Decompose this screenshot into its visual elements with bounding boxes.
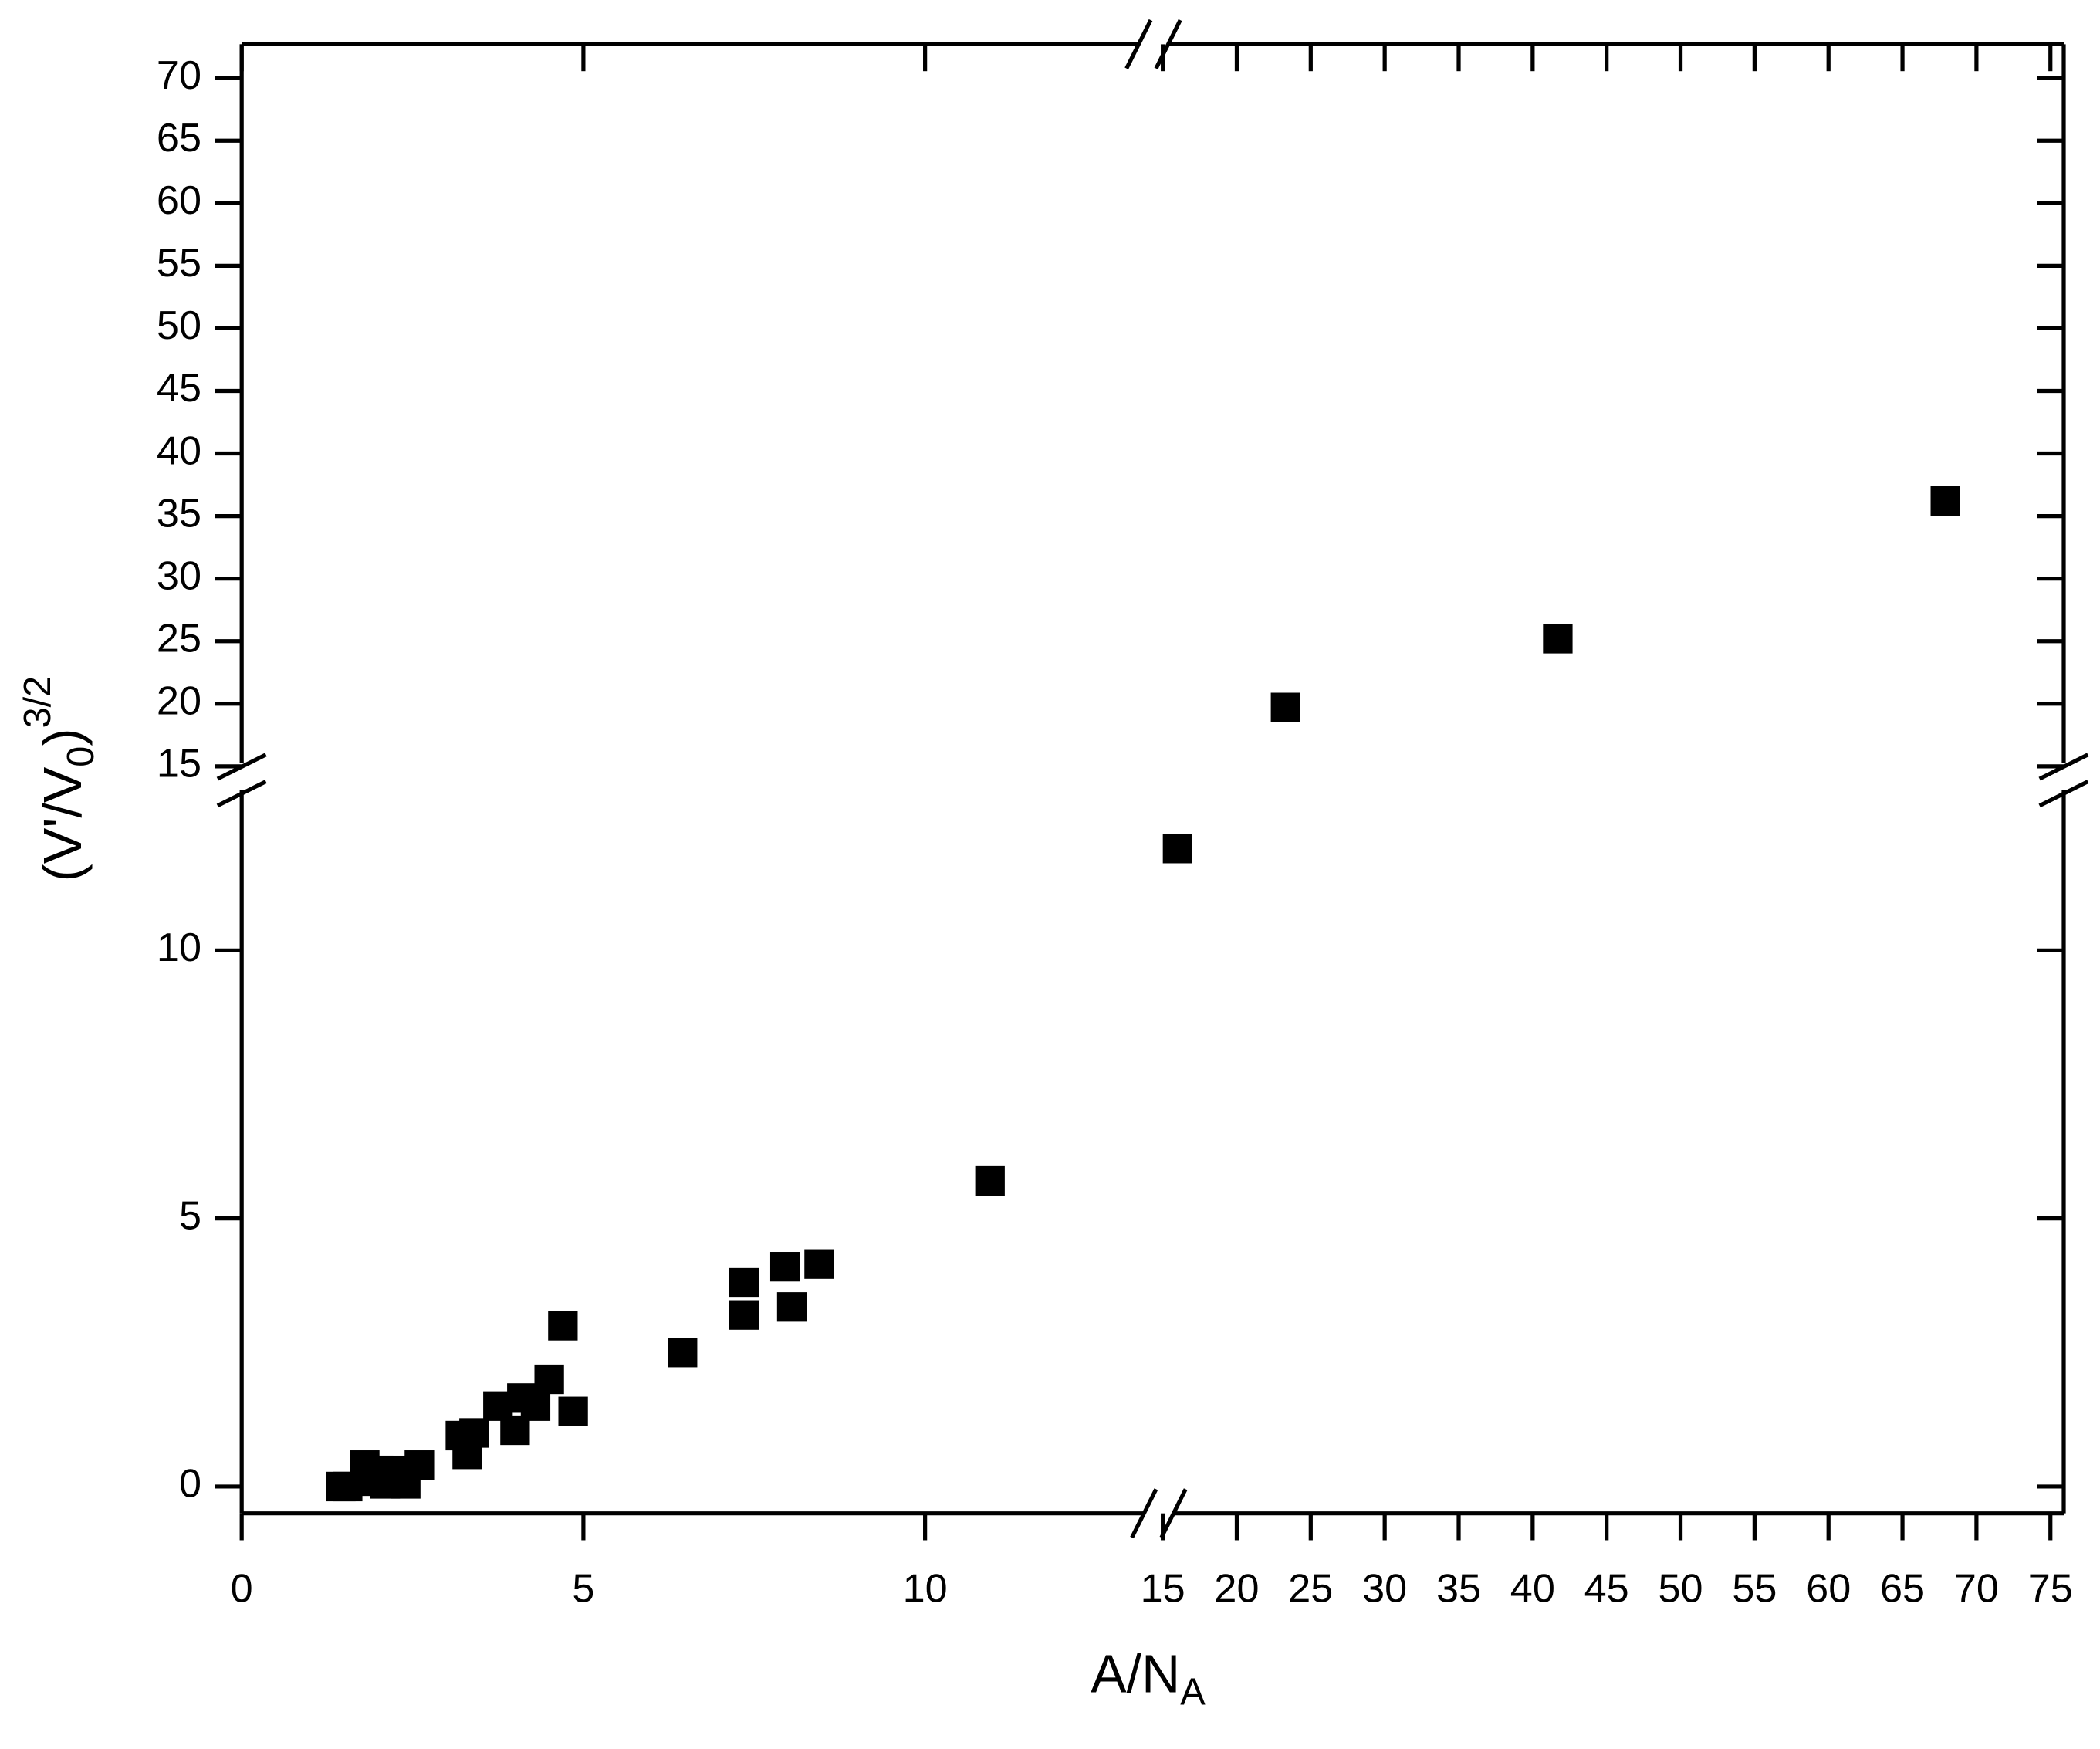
marker — [1162, 834, 1192, 864]
x-tick-label: 50 — [1659, 1566, 1703, 1611]
y-tick-label: 55 — [157, 241, 201, 286]
marker — [1930, 486, 1960, 516]
y-tick-label: 15 — [157, 742, 201, 787]
x-tick-label: 5 — [572, 1566, 594, 1611]
x-tick-label: 40 — [1510, 1566, 1555, 1611]
y-tick-label: 0 — [179, 1462, 201, 1507]
marker — [729, 1267, 759, 1298]
y-label-sub: 0 — [60, 746, 102, 767]
marker — [534, 1364, 564, 1395]
y-tick-label: 65 — [157, 116, 201, 161]
x-tick-label: 0 — [231, 1566, 253, 1611]
x-tick-label: 75 — [2028, 1566, 2073, 1611]
y-tick-label: 25 — [157, 616, 201, 661]
y-tick-label: 60 — [157, 178, 201, 223]
marker — [804, 1249, 834, 1279]
x-tick-label: 15 — [1141, 1566, 1185, 1611]
x-tick-label: 65 — [1880, 1566, 1925, 1611]
x-axis-label: A/NA — [1091, 1644, 1206, 1713]
marker — [520, 1391, 551, 1421]
x-tick-label: 10 — [903, 1566, 948, 1611]
marker — [459, 1418, 489, 1448]
y-tick-label: 45 — [157, 366, 201, 411]
marker — [1270, 692, 1300, 722]
x-tick-label: 30 — [1362, 1566, 1407, 1611]
x-label-main: A/N — [1091, 1644, 1180, 1704]
marker — [1543, 624, 1573, 654]
x-tick-label: 45 — [1584, 1566, 1629, 1611]
x-label-sub: A — [1180, 1671, 1206, 1713]
marker — [404, 1450, 435, 1480]
y-axis-label: (V'/V0)3/2 — [17, 676, 102, 882]
x-tick-label: 20 — [1214, 1566, 1259, 1611]
y-tick-label: 10 — [157, 925, 201, 970]
y-label-sup: 3/2 — [17, 676, 59, 729]
marker — [558, 1396, 588, 1426]
y-tick-label: 70 — [157, 53, 201, 98]
x-tick-label: 55 — [1732, 1566, 1777, 1611]
marker — [548, 1311, 578, 1341]
marker — [729, 1300, 759, 1330]
marker — [975, 1165, 1005, 1196]
y-tick-label: 40 — [157, 428, 201, 473]
x-tick-label: 35 — [1436, 1566, 1481, 1611]
marker — [769, 1252, 800, 1282]
y-label-part: ) — [32, 728, 93, 746]
y-tick-label: 20 — [157, 679, 201, 724]
x-tick-label: 60 — [1806, 1566, 1851, 1611]
y-tick-label: 5 — [179, 1193, 201, 1238]
marker — [668, 1338, 698, 1368]
y-tick-label: 30 — [157, 553, 201, 598]
y-tick-label: 35 — [157, 491, 201, 536]
x-tick-label: 70 — [1954, 1566, 1999, 1611]
y-label-part: (V'/V — [32, 766, 93, 881]
y-tick-label: 50 — [157, 303, 201, 348]
frame — [216, 19, 2089, 1539]
x-tick-label: 25 — [1288, 1566, 1333, 1611]
marker — [776, 1292, 807, 1322]
